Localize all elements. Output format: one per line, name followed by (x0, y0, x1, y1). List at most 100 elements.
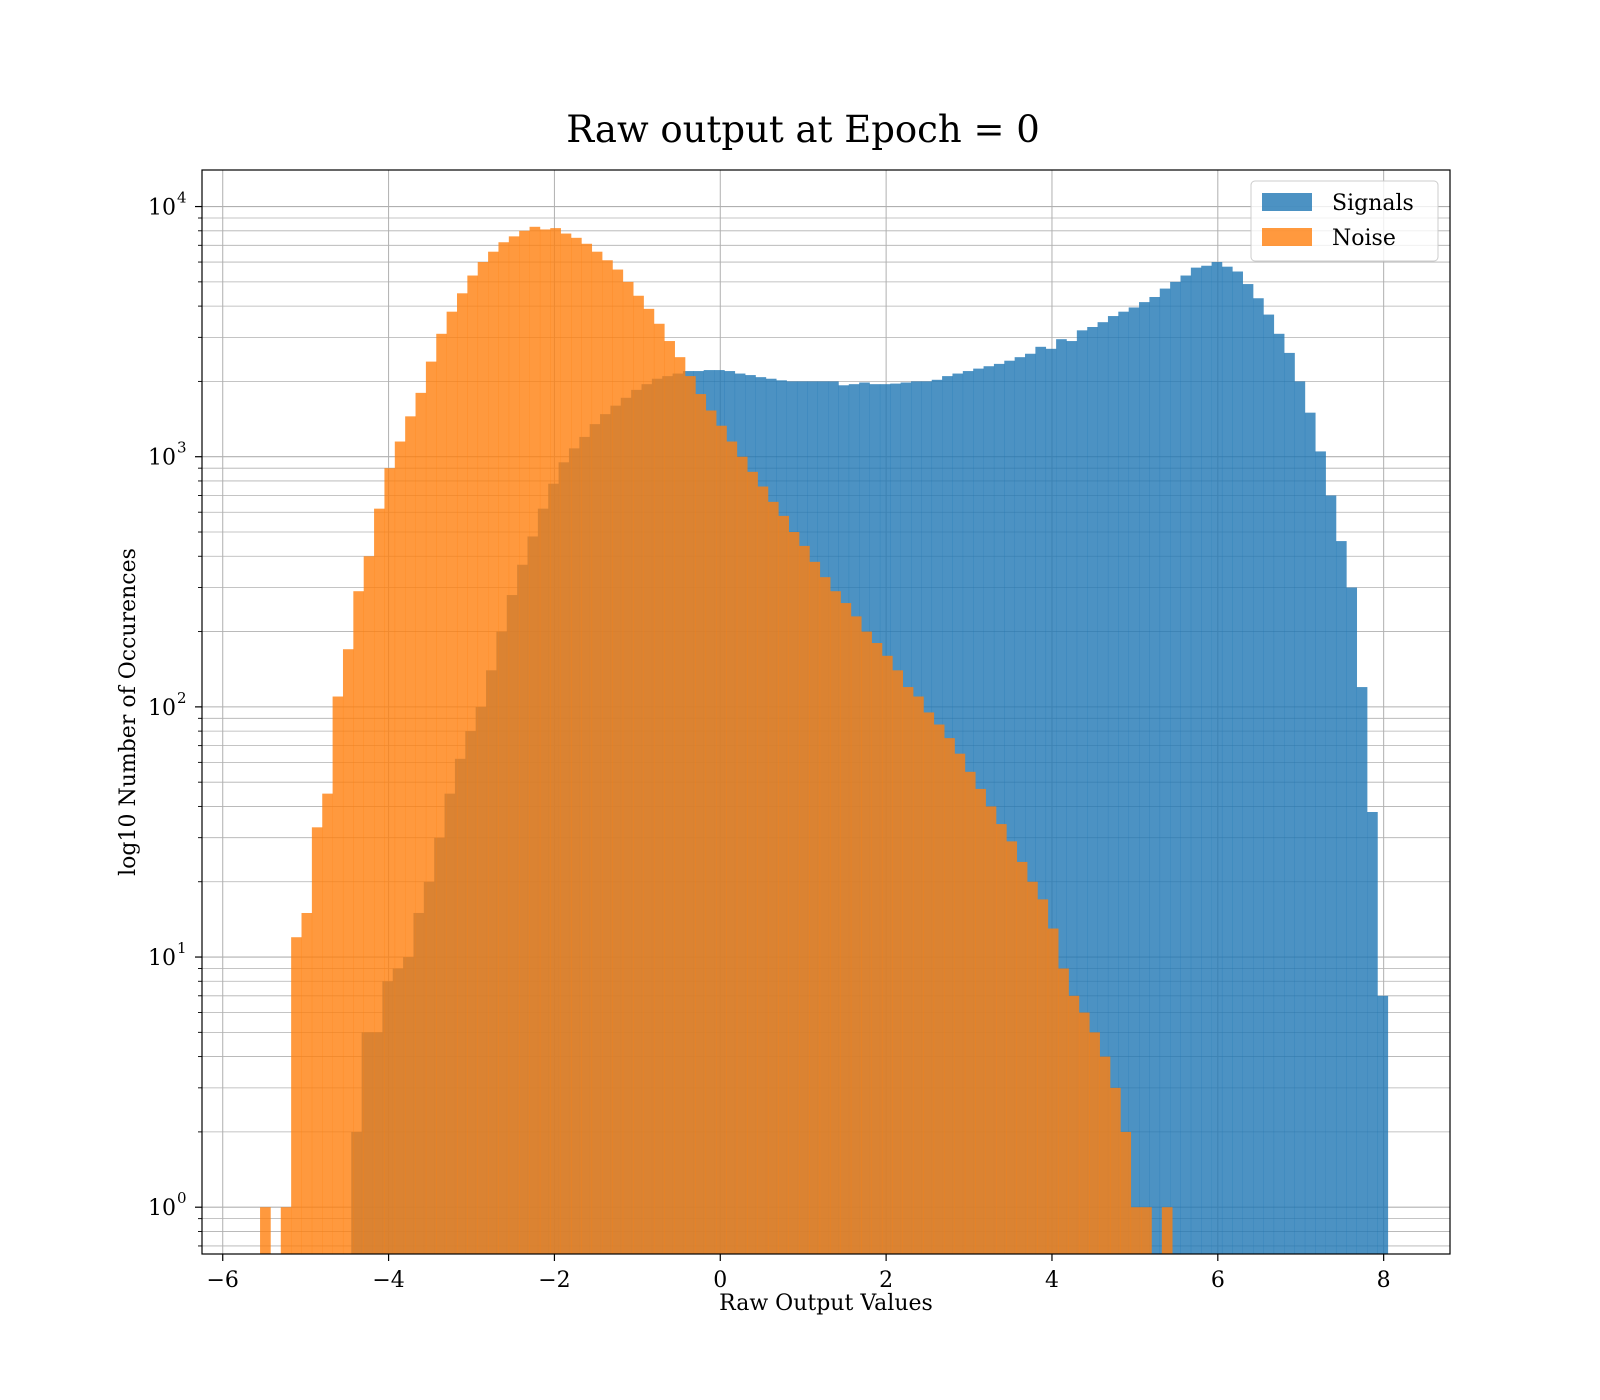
histogram-bar-noise (581, 243, 593, 1255)
x-tick-label: 4 (1045, 1268, 1059, 1293)
histogram-bar-noise (861, 631, 872, 1254)
histogram-bar-noise (456, 293, 468, 1254)
histogram-bar-noise (995, 824, 1007, 1254)
histogram-bar-signals (1367, 811, 1378, 1254)
y-tick-label: 10 (148, 946, 176, 971)
x-tick-label: −6 (207, 1268, 239, 1293)
histogram-bar-noise (488, 251, 499, 1255)
histogram-bar-noise (830, 591, 841, 1254)
histogram-bar-noise (716, 425, 727, 1254)
x-axis-label: Raw Output Values (719, 1291, 933, 1316)
histogram-bar-noise (622, 281, 634, 1255)
histogram-bar-noise (726, 441, 738, 1254)
histogram-bar-noise (664, 341, 675, 1255)
histogram-bar-noise (602, 260, 613, 1254)
histogram-bar-noise (1058, 968, 1069, 1254)
histogram-bar-noise (342, 649, 354, 1254)
histogram-bar-noise (985, 806, 997, 1254)
histogram-bar-signals (1056, 339, 1067, 1254)
histogram-bar-noise (1027, 881, 1038, 1254)
histogram-bar-noise (705, 410, 717, 1254)
histogram-bars (260, 226, 1389, 1255)
histogram-bar-noise (633, 295, 644, 1254)
histogram-bar-noise (301, 912, 313, 1254)
histogram-bar-noise (467, 275, 479, 1254)
histogram-bar-noise (944, 738, 955, 1254)
histogram-bar-signals (1107, 316, 1119, 1254)
histogram-bar-noise (933, 724, 945, 1254)
histogram-bar-noise (1006, 841, 1018, 1254)
histogram-bar-noise (1099, 1056, 1111, 1254)
histogram-bar-signals (1087, 327, 1098, 1254)
histogram-bar-signals (1180, 275, 1192, 1254)
histogram-bar-signals (1025, 353, 1036, 1254)
histogram-bar-noise (695, 394, 707, 1255)
histogram-bar-noise (571, 237, 582, 1255)
legend-label-noise: Noise (1332, 226, 1396, 251)
histogram-bar-noise (394, 441, 406, 1254)
histogram-bar-noise (850, 616, 862, 1254)
x-tick-label: 6 (1211, 1268, 1225, 1293)
histogram-bar-noise (1078, 1012, 1090, 1254)
histogram-bar-noise (425, 361, 437, 1254)
plot-frame (201, 169, 1451, 1255)
chart-title: Raw output at Epoch = 0 (566, 108, 1040, 151)
y-tick-exponent: 1 (177, 939, 187, 957)
histogram-bar-noise (332, 696, 344, 1254)
histogram-bar-noise (902, 687, 914, 1254)
histogram-bar-noise (747, 471, 758, 1255)
histogram-bar-noise (280, 1207, 292, 1254)
histogram-bar-signals (1211, 262, 1223, 1254)
histogram-bar-signals (1149, 296, 1161, 1254)
y-tick-label: 10 (148, 1196, 176, 1221)
histogram-bar-noise (809, 561, 821, 1254)
histogram-bar-noise (291, 937, 302, 1254)
histogram-bar-noise (539, 229, 551, 1254)
histogram-bar-noise (1120, 1131, 1132, 1254)
histogram-bar-noise (840, 603, 852, 1254)
histogram-bar-noise (260, 1207, 271, 1254)
histogram-bar-noise (653, 323, 665, 1254)
histogram-bar-signals (1242, 284, 1254, 1254)
y-tick-label: 10 (148, 196, 176, 221)
x-tick-label: 2 (879, 1268, 893, 1293)
histogram-bar-signals (1170, 281, 1181, 1255)
histogram-bar-noise (767, 501, 779, 1254)
histogram-bar-noise (436, 333, 447, 1254)
histogram-bar-signals (1346, 587, 1358, 1254)
histogram-bar-signals (1066, 341, 1078, 1255)
histogram-bar-noise (913, 696, 924, 1254)
histogram-bar-noise (1068, 995, 1080, 1254)
histogram-bar-signals (1304, 412, 1316, 1255)
histogram-bar-noise (954, 753, 966, 1254)
histogram-bar-signals (1035, 346, 1047, 1255)
histogram-bar-noise (498, 242, 510, 1254)
histogram-bar-noise (311, 827, 323, 1254)
histogram-bar-signals (1377, 995, 1389, 1254)
histogram-bar-noise (405, 416, 416, 1254)
histogram-bar-signals (1315, 451, 1326, 1254)
histogram-bar-noise (322, 793, 333, 1254)
histogram-bar-noise (892, 670, 904, 1254)
histogram-bar-noise (529, 226, 541, 1255)
histogram-bar-noise (1110, 1087, 1121, 1254)
histogram-bar-noise (591, 251, 603, 1255)
histogram-bar-noise (384, 468, 396, 1254)
x-axis-ticks: −6 −4 −2 0 2 4 6 8 (207, 1254, 1391, 1293)
y-tick-exponent: 2 (177, 689, 187, 707)
histogram-bar-signals (1139, 302, 1150, 1254)
y-tick-label: 10 (148, 696, 176, 721)
legend-swatch-noise (1262, 228, 1312, 246)
histogram-bar-signals (1263, 314, 1275, 1254)
series-noise (260, 226, 1173, 1255)
histogram-bar-noise (1037, 899, 1049, 1254)
histogram-bar-signals (1221, 266, 1233, 1255)
histogram-bar-noise (778, 515, 789, 1254)
histogram-bar-signals (1045, 348, 1057, 1255)
histogram-bar-signals (1097, 322, 1109, 1254)
histogram-bar-noise (1089, 1032, 1100, 1254)
histogram-bar-signals (1159, 288, 1171, 1254)
histogram-bar-signals (1076, 330, 1088, 1254)
